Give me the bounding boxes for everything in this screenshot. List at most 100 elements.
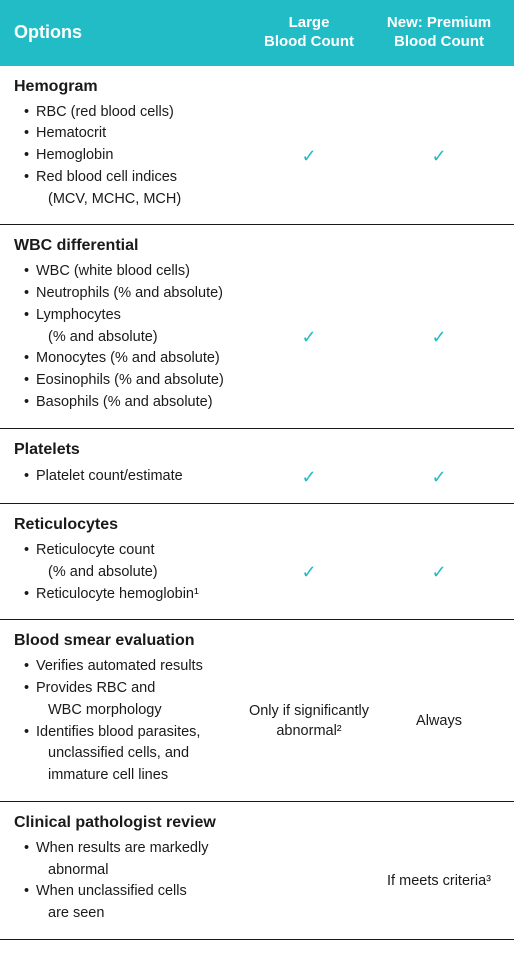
section: Clinical pathologist review When results …: [0, 802, 514, 940]
bullet-item: Lymphocytes (% and absolute): [24, 305, 244, 349]
cell-col1: ✓: [244, 144, 374, 169]
bullet-item: Neutrophils (% and absolute): [24, 283, 244, 305]
bullet-item: Reticulocyte hemoglobin¹: [24, 584, 244, 606]
section: Platelets Platelet count/estimate ✓ ✓: [0, 429, 514, 505]
section-title: Platelets: [14, 441, 504, 459]
bullet-list: Reticulocyte count(% and absolute)Reticu…: [14, 540, 244, 605]
bullet-text: When unclassified cells: [36, 883, 187, 899]
bullet-text: Eosinophils (% and absolute): [36, 372, 224, 388]
bullet-item: Red blood cell indices (MCV, MCHC, MCH): [24, 167, 244, 211]
bullet-subtext: (MCV, MCHC, MCH): [36, 189, 244, 211]
bullet-text: Identifies blood parasites,: [36, 724, 200, 740]
bullet-text: Verifies automated results: [36, 658, 203, 674]
bullets-wrap: When results are markedly abnormalWhen un…: [14, 838, 244, 925]
check-icon: ✓: [301, 146, 316, 166]
bullet-text: Reticulocyte count: [36, 542, 154, 558]
bullet-text: Basophils (% and absolute): [36, 394, 213, 410]
section-row: When results are markedly abnormalWhen un…: [14, 838, 504, 925]
bullet-text: Monocytes (% and absolute): [36, 350, 220, 366]
cell-col1: ✓: [244, 560, 374, 585]
bullet-item: Eosinophils (% and absolute): [24, 370, 244, 392]
bullet-item: Verifies automated results: [24, 656, 244, 678]
bullet-list: RBC (red blood cells) Hematocrit Hemoglobi…: [14, 102, 244, 211]
bullet-subtext: (% and absolute): [36, 562, 244, 584]
bullet-list: Platelet count/estimate: [14, 466, 244, 488]
bullet-text: Platelet count/estimate: [36, 468, 183, 484]
bullet-item: When unclassified cells are seen: [24, 881, 244, 925]
section: Hemogram RBC (red blood cells) Hematocrit H…: [0, 66, 514, 226]
header-col-large: Large Blood Count: [244, 14, 374, 52]
section-row: Verifies automated results Provides RBC a…: [14, 656, 504, 787]
bullet-list: When results are markedly abnormalWhen un…: [14, 838, 244, 925]
table-header-row: Options Large Blood Count New: Premium B…: [0, 0, 514, 66]
section: Reticulocytes Reticulocyte count (% and ab…: [0, 504, 514, 620]
bullet-text: Neutrophils (% and absolute): [36, 285, 223, 301]
bullet-text: Reticulocyte hemoglobin¹: [36, 586, 199, 602]
cell-col2: ✓: [374, 325, 504, 350]
check-icon: ✓: [301, 562, 316, 582]
section-title: Blood smear evaluation: [14, 632, 504, 650]
bullet-item: Provides RBC and WBC morphology: [24, 678, 244, 722]
header-col2-line1: New: Premium: [387, 14, 491, 31]
bullet-text: Red blood cell indices: [36, 169, 177, 185]
section-title: Clinical pathologist review: [14, 814, 504, 832]
cell-col1: ✓: [244, 325, 374, 350]
section-title: Hemogram: [14, 78, 504, 96]
cell-col2: Always: [374, 712, 504, 732]
comparison-table: Options Large Blood Count New: Premium B…: [0, 0, 514, 940]
bullets-wrap: Platelet count/estimate: [14, 466, 244, 488]
check-icon: ✓: [431, 327, 446, 347]
cell-col2: ✓: [374, 560, 504, 585]
bullets-wrap: WBC (white blood cells) Neutrophils (% an…: [14, 261, 244, 413]
bullet-item: Hematocrit: [24, 123, 244, 145]
bullet-list: Verifies automated results Provides RBC a…: [14, 656, 244, 787]
section-title: WBC differential: [14, 237, 504, 255]
section: Blood smear evaluation Verifies automated…: [0, 620, 514, 802]
bullet-item: RBC (red blood cells): [24, 102, 244, 124]
header-options: Options: [14, 22, 244, 43]
bullet-item: When results are markedly abnormal: [24, 838, 244, 882]
header-col2-line2: Blood Count: [394, 33, 484, 50]
bullet-item: Basophils (% and absolute): [24, 392, 244, 414]
bullet-subtext: immature cell lines: [36, 765, 244, 787]
header-col-premium: New: Premium Blood Count: [374, 14, 504, 52]
cell-col1: ✓: [244, 465, 374, 490]
bullet-item: WBC (white blood cells): [24, 261, 244, 283]
bullet-text: Hemoglobin: [36, 147, 113, 163]
bullet-text: Hematocrit: [36, 125, 106, 141]
section-row: Reticulocyte count(% and absolute)Reticu…: [14, 540, 504, 605]
bullet-subtext: WBC morphology: [36, 700, 244, 722]
bullet-text: When results are markedly: [36, 840, 208, 856]
bullet-text: Lymphocytes: [36, 307, 121, 323]
cell-col2: ✓: [374, 465, 504, 490]
bullet-item: Platelet count/estimate: [24, 466, 244, 488]
bullet-item: Reticulocyte count (% and absolute): [24, 540, 244, 584]
bullet-item: Monocytes (% and absolute): [24, 348, 244, 370]
bullet-subtext: abnormal: [36, 860, 244, 882]
bullets-wrap: RBC (red blood cells) Hematocrit Hemoglobi…: [14, 102, 244, 211]
bullet-subtext: unclassified cells, and: [36, 743, 244, 765]
section-row: RBC (red blood cells) Hematocrit Hemoglobi…: [14, 102, 504, 211]
cell-col1: Only if significantly abnormal²: [244, 702, 374, 741]
bullets-wrap: Reticulocyte count(% and absolute)Reticu…: [14, 540, 244, 605]
check-icon: ✓: [431, 467, 446, 487]
cell-col2: If meets criteria³: [374, 872, 504, 892]
bullet-text: WBC (white blood cells): [36, 263, 190, 279]
section-title: Reticulocytes: [14, 516, 504, 534]
bullet-item: Identifies blood parasites, unclassified …: [24, 722, 244, 787]
check-icon: ✓: [301, 327, 316, 347]
bullets-wrap: Verifies automated results Provides RBC a…: [14, 656, 244, 787]
check-icon: ✓: [431, 146, 446, 166]
section: WBC differential WBC (white blood cells) N…: [0, 225, 514, 428]
header-col1-line1: Large: [289, 14, 330, 31]
bullet-text: Provides RBC and: [36, 680, 155, 696]
bullet-list: WBC (white blood cells) Neutrophils (% an…: [14, 261, 244, 413]
cell-col2: ✓: [374, 144, 504, 169]
bullet-subtext: (% and absolute): [36, 327, 244, 349]
bullet-text: RBC (red blood cells): [36, 104, 174, 120]
check-icon: ✓: [301, 467, 316, 487]
bullet-subtext: are seen: [36, 903, 244, 925]
bullet-item: Hemoglobin: [24, 145, 244, 167]
header-col1-line2: Blood Count: [264, 33, 354, 50]
section-row: WBC (white blood cells) Neutrophils (% an…: [14, 261, 504, 413]
